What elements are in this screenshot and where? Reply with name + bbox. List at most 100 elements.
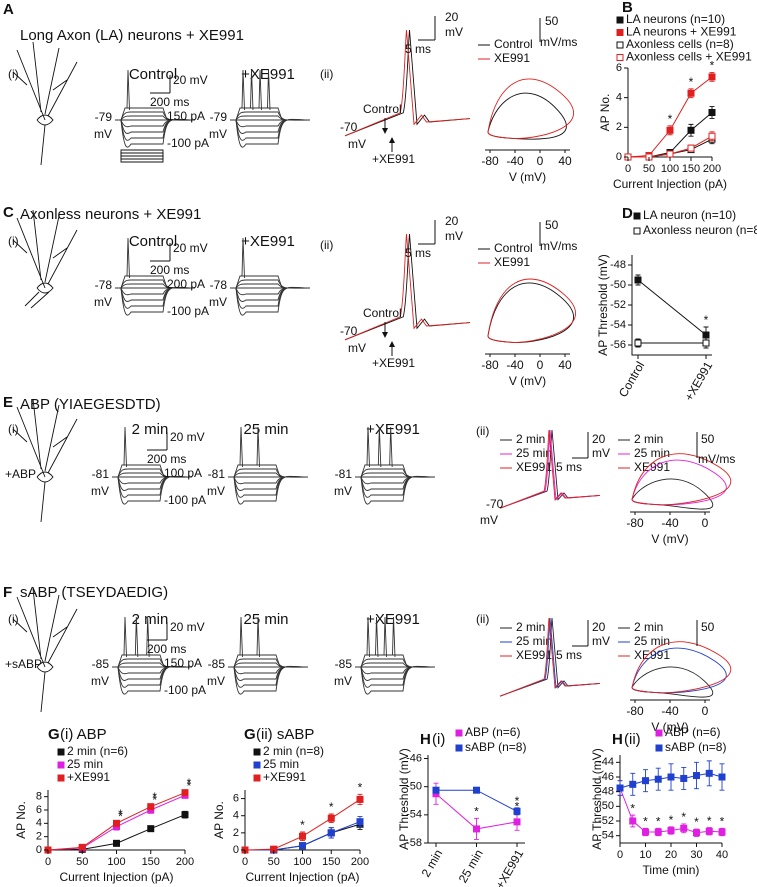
legend-text: 2 min [634,620,663,634]
rmp-unit: mV [348,137,366,151]
phase-tick-label: -80 [626,704,644,718]
data-point [629,817,637,825]
spike [366,616,370,658]
rmp-label: -85 [335,657,353,671]
condition-label: 25 min [243,421,288,438]
significance-marker: * [474,805,479,819]
data-point [78,843,86,851]
panel-letter: C [3,204,14,221]
chart [241,748,364,854]
scale-label: mV/ms [540,239,577,253]
data-point [147,825,155,833]
legend-text: Axonless cells + XE991 [626,50,752,64]
scale-label: 50 [545,218,559,232]
scale-label: 200 ms [147,642,186,656]
legend-text: Control [494,241,533,255]
legend-text: Axonless cells (n=8) [626,37,734,51]
data-point [299,832,306,840]
data-point [299,842,306,850]
chart-title: (ii) sABP [256,726,314,743]
data-point [147,803,155,811]
rmp-label: -70 [486,497,504,511]
phase-plot [631,453,732,506]
y-tick-label: -44 [598,756,614,768]
x-tick-label: 50 [643,163,655,175]
subpanel-label: (i) [8,234,19,248]
panel-letter: H [420,731,431,748]
panel-letter: F [3,584,12,601]
data-point [473,786,480,794]
rmp-unit: mV [207,674,225,688]
phase-tick-label: 40 [558,358,572,372]
condition-label: +XE991 [366,421,420,438]
voltage-trace [115,275,195,289]
voltage-trace [115,107,195,121]
x-tick-label: 50 [76,856,88,868]
legend-text: XE991 [494,51,530,65]
rmp-label: -81 [335,467,353,481]
x-tick-label: 150 [682,163,700,175]
data-point [666,150,674,158]
voltage-trace [230,287,311,296]
axis-line [631,255,712,356]
scale-label: 20 [592,432,606,446]
legend-text: XE991 [516,648,552,662]
data-point [702,339,710,347]
panel-title: Axonless neurons + XE991 [20,206,201,223]
scale-label: 50 [545,14,559,28]
subpanel-label: (ii) [476,612,489,626]
treatment-label: +ABP [5,467,36,481]
legend-text: 25 min [516,446,552,460]
arrow-label: +XE991 [372,356,415,370]
phase-tick-label: 0 [537,154,544,168]
spike [392,616,396,658]
neuron-drawing [12,41,78,166]
x-tick-label: 100 [293,856,311,868]
x-tick-label: 100 [661,163,679,175]
data-point [708,109,716,116]
significance-marker: * [187,776,192,790]
treatment-label: +sABP [5,657,42,671]
arrow-label: Control [363,306,402,320]
panel-letter: A [3,1,14,18]
data-point [666,126,674,134]
x-axis-label: Current Injection (pA) [613,177,727,191]
data-point [667,827,675,835]
data-point [327,829,335,837]
phase-plot [487,78,574,139]
y-tick-label: 4 [616,92,622,104]
chart-title: (ii) [624,731,641,748]
y-tick-label: -48 [598,786,614,798]
y-tick-label: 4 [36,817,42,829]
spike [126,237,130,279]
spike [239,616,243,658]
panel-letter: D [622,205,633,222]
spike [383,616,387,658]
current-label: 150 pA [164,656,202,670]
significance-marker: * [358,780,363,794]
data-point [708,132,716,140]
phase-tick-label: 40 [558,154,572,168]
rmp-label: -85 [208,657,226,671]
voltage-trace [230,119,311,128]
data-point [705,827,713,835]
current-label: 100 pA [164,466,202,480]
x-tick-label: +XE991 [682,359,716,404]
data-point [356,795,364,803]
significance-marker: * [720,815,725,829]
phase-tick-label: -80 [481,154,499,168]
data-point [113,819,120,827]
spike [375,616,379,658]
legend-marker [253,774,261,782]
significance-marker: * [704,313,709,327]
current-label: 200 pA [167,277,205,291]
panel-title: Long Axon (LA) neurons + XE991 [20,27,244,44]
x-tick-label: 2 min [419,847,446,879]
panel-letter: B [622,0,633,16]
rmp-label: -79 [210,110,228,124]
x-axis-label: Time (min) [643,863,700,877]
phase-tick-label: -40 [506,154,524,168]
voltage-trace [355,666,436,675]
y-tick-label: -56 [610,339,626,351]
significance-marker: * [515,800,520,814]
